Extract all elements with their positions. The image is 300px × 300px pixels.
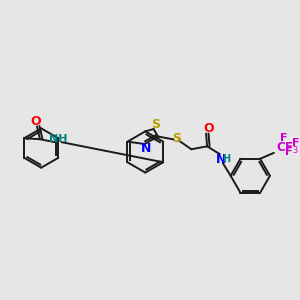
Text: NH: NH <box>49 134 68 144</box>
Text: S: S <box>172 132 181 145</box>
Text: F: F <box>292 138 299 148</box>
Text: O: O <box>31 115 41 128</box>
Text: S: S <box>151 118 160 130</box>
Text: F: F <box>280 133 287 143</box>
Text: N: N <box>140 142 151 155</box>
Text: H: H <box>222 154 230 164</box>
Text: O: O <box>204 122 214 135</box>
Text: CF$_3$: CF$_3$ <box>276 140 299 155</box>
Text: F: F <box>285 147 292 157</box>
Text: N: N <box>216 153 226 166</box>
